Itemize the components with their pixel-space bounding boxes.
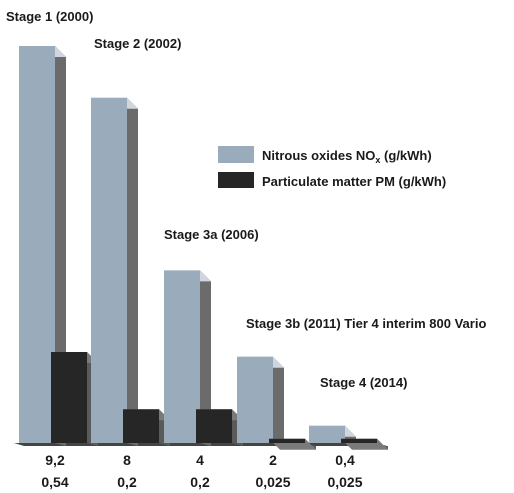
nox-value-1: 9,2 [45,452,65,468]
nox-value-5: 0,4 [335,452,355,468]
bar-nox-1-front [19,46,55,443]
stage-label-3: Stage 3a (2006) [164,227,259,242]
bar-nox-2-side [127,97,138,447]
nox-value-2: 8 [123,452,131,468]
legend-label-pm: Particulate matter PM (g/kWh) [262,174,446,189]
bar-pm-1-front [51,352,87,443]
pm-value-4: 0,025 [255,474,290,490]
nox-value-3: 4 [196,452,204,468]
stage-label-5: Stage 4 (2014) [320,375,407,390]
stage-label-1: Stage 1 (2000) [6,9,93,24]
bar-pm-4-front [269,438,305,443]
stage-label-4: Stage 3b (2011) Tier 4 interim 800 Vario [246,316,486,331]
plot-area: Stage 1 (2000) 9,2 0,54 Stage 2 (2002) 8 0,2 S… [6,9,486,490]
bar-pm-4 [269,438,316,450]
bar-pm-5 [341,438,388,450]
pm-value-1: 0,54 [41,474,68,490]
bar-pm-3 [196,409,243,447]
pm-value-5: 0,025 [327,474,362,490]
bar-nox-1 [19,46,66,447]
bar-nox-3-front [164,270,200,443]
nox-value-4: 2 [269,452,277,468]
bar-nox-4 [237,356,284,447]
stage-label-2: Stage 2 (2002) [94,36,181,51]
bar-nox-1-side [55,46,66,447]
bar-nox-2 [91,97,138,447]
bar-pm-2 [123,409,170,447]
legend-label-nox: Nitrous oxides NOx (g/kWh) [262,148,432,165]
legend-swatch-pm [218,172,254,188]
bar-nox-4-front [237,356,273,443]
bar-nox-2-front [91,97,127,444]
pm-value-2: 0,2 [117,474,137,490]
legend-swatch-nox [218,146,254,163]
bar-nox-5-front [309,425,345,443]
bar-nox-3 [164,270,211,447]
bar-pm-2-front [123,409,159,443]
baseline [14,443,384,446]
bar-nox-4-side [273,356,284,447]
bar-nox-3-side [200,270,211,447]
bar-pm-5-front [341,438,377,443]
pm-value-3: 0,2 [190,474,210,490]
bar-pm-1 [51,352,98,447]
legend: Nitrous oxides NOx (g/kWh) Particulate m… [218,146,446,189]
bar-pm-3-front [196,409,232,443]
